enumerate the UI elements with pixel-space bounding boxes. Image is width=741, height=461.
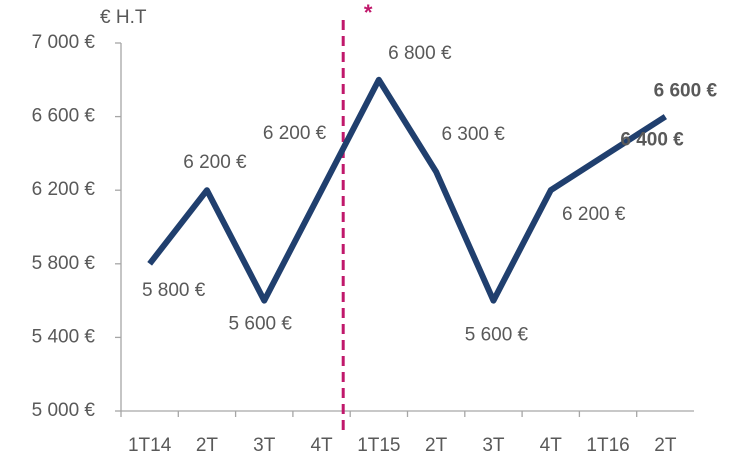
value-label: 6 200 € [183,152,247,173]
x-tick-label: 2T [654,435,677,456]
y-tick-label: 5 000 € [32,400,96,421]
x-tick-label: 2T [196,435,219,456]
value-label: 6 800 € [388,43,452,64]
y-tick-label: 5 800 € [32,253,96,274]
x-tick-label: 4T [540,435,563,456]
y-axis-label: € H.T [100,7,147,28]
value-label: 6 600 € [654,81,718,102]
value-label: 5 600 € [465,325,529,346]
value-label: 5 800 € [142,280,206,301]
value-label: 6 400 € [620,129,684,150]
value-label: 6 300 € [441,124,505,145]
x-tick-label: 1T15 [357,435,400,456]
value-label: 6 200 € [263,123,327,144]
series-line [147,76,667,304]
value-label: 5 600 € [229,314,293,335]
x-tick-label: 1T14 [128,435,172,456]
x-tick-label: 1T16 [586,435,629,456]
x-tick-label: 3T [482,435,505,456]
y-tick-label: 5 400 € [32,326,96,347]
x-tick-label: 4T [310,435,333,456]
value-label: 6 200 € [562,204,626,225]
annotation: * [364,0,373,25]
y-tick-label: 7 000 € [32,32,96,53]
x-tick-label: 2T [425,435,448,456]
x-tick-label: 3T [253,435,276,456]
y-tick-label: 6 200 € [32,179,96,200]
y-tick-label: 6 600 € [32,106,96,127]
